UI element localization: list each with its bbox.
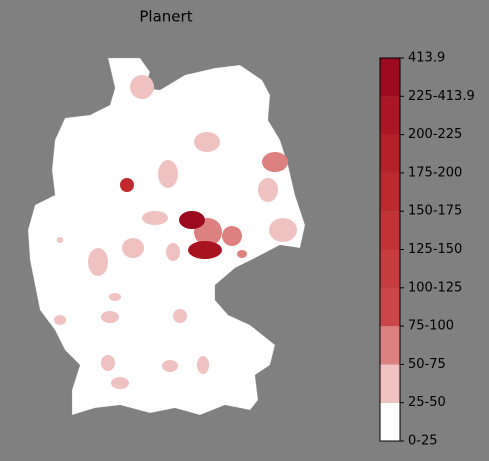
- district: [222, 226, 242, 246]
- district: [120, 178, 134, 192]
- district: [122, 238, 144, 258]
- district: [162, 360, 178, 372]
- district: [101, 355, 115, 371]
- district: [258, 178, 278, 202]
- colorbar-segment: [380, 172, 400, 212]
- colorbar-label: 0-25: [408, 434, 438, 449]
- country-outline: [27, 57, 306, 416]
- district: [194, 132, 220, 152]
- district: [54, 315, 66, 325]
- colorbar-label: 25-50: [408, 395, 446, 410]
- germany-map: [27, 57, 306, 416]
- district: [179, 211, 205, 229]
- colorbar-label: 413.9: [408, 51, 445, 66]
- colorbar-segment: [380, 134, 400, 173]
- district: [109, 293, 121, 301]
- colorbar-label: 175-200: [408, 165, 462, 180]
- district: [197, 356, 209, 374]
- colorbar-label: 125-150: [408, 242, 462, 257]
- colorbar-label: 75-100: [408, 319, 454, 334]
- map-title: Planert: [139, 8, 192, 26]
- colorbar-label: 225-413.9: [408, 89, 475, 104]
- colorbar-label: 100-125: [408, 280, 462, 295]
- district: [57, 237, 63, 243]
- district: [237, 250, 247, 258]
- district: [88, 248, 108, 276]
- district: [158, 160, 178, 188]
- colorbar-segment: [380, 58, 400, 97]
- district: [173, 309, 187, 323]
- district: [166, 243, 180, 261]
- colorbar-segment: [380, 96, 400, 135]
- colorbar-segment: [380, 211, 400, 250]
- colorbar-label: 200-225: [408, 127, 462, 142]
- colorbar-segment: [380, 287, 400, 327]
- colorbar-segment: [380, 326, 400, 365]
- district: [262, 152, 288, 172]
- colorbar-segment: [380, 249, 400, 288]
- district: [111, 377, 129, 389]
- district: [188, 241, 222, 259]
- colorbar-segment: [380, 402, 400, 441]
- colorbar-label: 50-75: [408, 357, 446, 372]
- colorbar-segment: [380, 364, 400, 403]
- district: [269, 218, 297, 242]
- colorbar-label: 150-175: [408, 204, 462, 219]
- districts: [54, 75, 297, 389]
- district: [142, 211, 168, 225]
- colorbar: 0-25 25-50 50-75 75-100 100-125 125-150 150-17…: [379, 51, 475, 449]
- district: [130, 75, 154, 99]
- district: [101, 311, 119, 323]
